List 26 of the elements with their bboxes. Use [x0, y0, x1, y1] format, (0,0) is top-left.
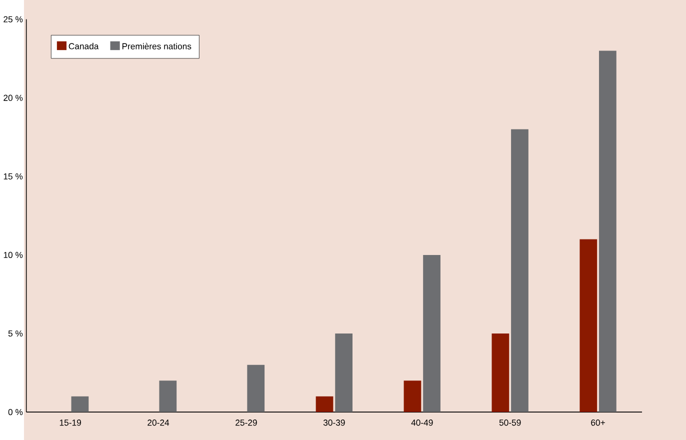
x-tick-label: 60+: [591, 420, 605, 426]
x-tick-label: 15-19: [60, 420, 81, 426]
bar: [316, 396, 334, 412]
y-tick-label: 15 %: [4, 173, 23, 180]
y-tick-label: 25 %: [4, 16, 23, 22]
x-tick-label: 40-49: [411, 420, 433, 426]
bar: [423, 254, 440, 412]
legend-label: Canada: [68, 42, 99, 50]
bar: [71, 396, 89, 412]
x-tick-label: 50-59: [499, 420, 521, 426]
bar: [511, 129, 528, 412]
legend-label: Premières nations: [122, 42, 192, 50]
bar: [159, 380, 177, 412]
bar: [247, 364, 265, 412]
bar: [404, 380, 422, 412]
bar: [492, 333, 510, 412]
y-tick-label: 20 %: [4, 94, 23, 101]
x-tick-label: 25-29: [236, 420, 257, 426]
bar: [580, 239, 598, 412]
y-tick-label: 10 %: [4, 252, 23, 258]
y-tick-label: 5 %: [8, 330, 23, 337]
bar: [599, 50, 616, 412]
x-tick-label: 20-24: [148, 420, 170, 426]
y-tick-label: 0 %: [8, 408, 23, 416]
x-tick-label: 30-39: [323, 420, 345, 426]
bar: [335, 333, 353, 412]
